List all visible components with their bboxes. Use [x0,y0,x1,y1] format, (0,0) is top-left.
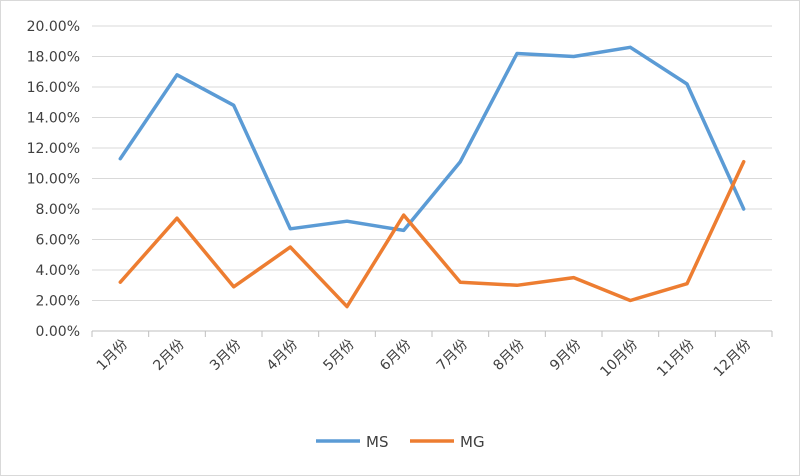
series-lines [118,45,746,309]
y-tick-label: 20.00% [27,19,80,35]
legend-label-ms: MS [366,433,388,451]
x-axis [91,330,773,337]
x-axis-tick-labels: 1月份 2月份 3月份 4月份 5月份 6月份 7月份 8月份 9月份 10月份 11月份 12月份 [94,337,755,381]
x-tick-label: 4月份 [264,337,301,374]
y-tick-label: 0.00% [36,324,80,340]
series-line-mg [118,159,746,309]
y-tick-label: 6.00% [36,233,80,249]
y-tick-label: 16.00% [27,80,80,96]
y-tick-label: 8.00% [36,202,80,218]
x-tick-label: 1月份 [94,337,131,374]
x-tick-label: 12月份 [711,337,755,381]
x-tick-label: 7月份 [434,337,471,374]
x-tick-label: 9月份 [547,337,584,374]
y-tick-label: 14.00% [27,111,80,127]
y-tick-label: 18.00% [27,50,80,66]
x-tick-label: 11月份 [654,337,698,381]
series-line-ms [118,45,746,233]
y-tick-label: 10.00% [27,172,80,188]
x-tick-label: 8月份 [490,337,527,374]
x-tick-label: 6月份 [377,337,414,374]
y-axis-tick-labels: 0.00% 2.00% 4.00% 6.00% 8.00% 10.00% 12.00% 14.… [27,19,80,340]
x-tick-label: 3月份 [207,337,244,374]
legend-label-mg: MG [460,433,485,451]
y-tick-label: 2.00% [36,294,80,310]
y-tick-label: 4.00% [36,263,80,279]
legend: MS MG [316,433,485,451]
x-tick-label: 2月份 [150,337,187,374]
y-tick-label: 12.00% [27,141,80,157]
x-tick-label: 5月份 [320,337,357,374]
x-tick-label: 10月份 [597,337,641,381]
